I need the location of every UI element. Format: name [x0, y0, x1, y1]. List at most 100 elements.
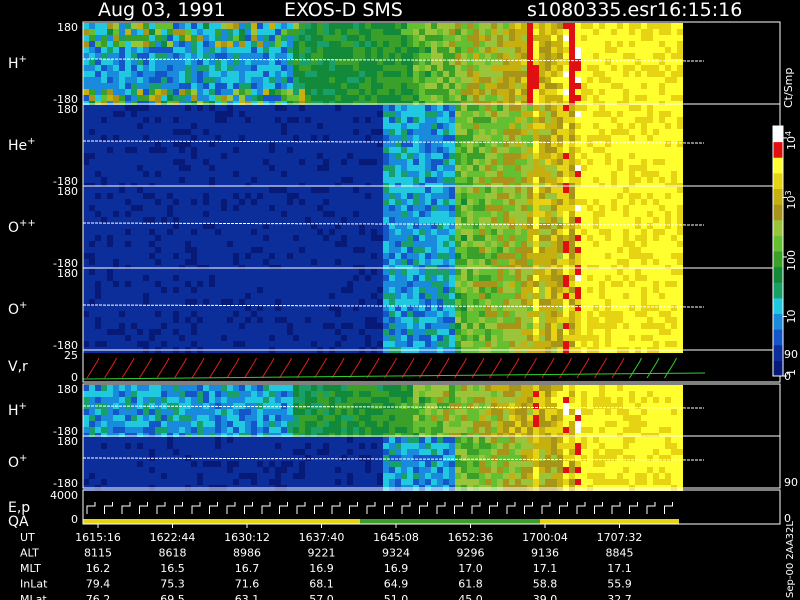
heat-cell — [329, 159, 335, 165]
heat-cell — [179, 141, 185, 147]
heat-cell — [599, 77, 605, 83]
heat-cell — [509, 89, 515, 95]
heat-cell — [593, 229, 599, 235]
heat-cell — [149, 253, 155, 259]
heat-cell — [365, 235, 371, 241]
heat-cell — [275, 129, 281, 135]
heat-cell — [473, 153, 479, 159]
heat-cell — [359, 177, 365, 183]
heat-cell — [515, 165, 521, 171]
heat-cell — [545, 205, 551, 211]
heat-cell — [185, 65, 191, 71]
heat-cell — [107, 171, 113, 177]
heat-cell — [653, 171, 659, 177]
heat-cell — [419, 305, 425, 311]
heat-cell — [227, 117, 233, 123]
heat-cell — [143, 147, 149, 153]
heat-cell — [281, 165, 287, 171]
heat-cell — [377, 287, 383, 293]
heat-cell — [293, 341, 299, 347]
heat-cell — [377, 105, 383, 111]
heat-cell — [587, 199, 593, 205]
heat-cell — [413, 335, 419, 341]
heat-cell — [563, 165, 569, 171]
heat-cell — [317, 311, 323, 317]
heat-cell — [281, 341, 287, 347]
heat-cell — [461, 83, 467, 89]
heat-cell — [557, 247, 563, 253]
heat-cell — [215, 217, 221, 223]
heat-cell — [239, 71, 245, 77]
heat-cell — [167, 89, 173, 95]
heat-cell — [617, 159, 623, 165]
heat-cell — [317, 135, 323, 141]
heat-cell — [281, 187, 287, 193]
heat-cell — [125, 83, 131, 89]
heat-cell — [263, 229, 269, 235]
heat-cell — [593, 165, 599, 171]
heat-cell — [119, 275, 125, 281]
heat-cell — [269, 253, 275, 259]
heat-cell — [155, 141, 161, 147]
heat-cell — [89, 299, 95, 305]
heat-cell — [203, 83, 209, 89]
heat-cell — [107, 187, 113, 193]
heat-cell — [287, 83, 293, 89]
heat-cell — [371, 153, 377, 159]
heat-cell — [233, 259, 239, 265]
heat-cell — [587, 223, 593, 229]
heat-cell — [563, 211, 569, 217]
heat-cell — [119, 53, 125, 59]
heat-cell — [431, 211, 437, 217]
heat-cell — [281, 281, 287, 287]
heat-cell — [479, 193, 485, 199]
heat-cell — [287, 229, 293, 235]
heat-cell — [659, 95, 665, 101]
heat-cell — [161, 95, 167, 101]
heat-cell — [569, 217, 575, 223]
heat-cell — [275, 105, 281, 111]
heat-cell — [659, 241, 665, 247]
heat-cell — [365, 341, 371, 347]
heat-cell — [251, 77, 257, 83]
heat-cell — [533, 129, 539, 135]
heat-cell — [341, 235, 347, 241]
heat-cell — [467, 247, 473, 253]
heat-cell — [551, 135, 557, 141]
heat-cell — [629, 187, 635, 193]
heat-cell — [515, 177, 521, 183]
heat-cell — [527, 259, 533, 265]
heat-cell — [593, 123, 599, 129]
heat-cell — [281, 117, 287, 123]
heat-cell — [497, 53, 503, 59]
heat-cell — [329, 341, 335, 347]
heat-cell — [257, 269, 263, 275]
heat-cell — [245, 177, 251, 183]
heat-cell — [95, 299, 101, 305]
heat-cell — [671, 41, 677, 47]
heat-cell — [191, 287, 197, 293]
heat-cell — [623, 59, 629, 65]
heat-cell — [533, 35, 539, 41]
heat-cell — [509, 235, 515, 241]
heat-cell — [431, 153, 437, 159]
heat-cell — [143, 305, 149, 311]
heat-cell — [95, 281, 101, 287]
heat-cell — [311, 311, 317, 317]
heat-cell — [149, 23, 155, 29]
heat-cell — [587, 141, 593, 147]
heat-cell — [335, 129, 341, 135]
heat-cell — [161, 281, 167, 287]
heat-cell — [371, 187, 377, 193]
heat-cell — [149, 71, 155, 77]
heat-cell — [323, 293, 329, 299]
heat-cell — [287, 281, 293, 287]
heat-cell — [527, 117, 533, 123]
heat-cell — [221, 329, 227, 335]
heat-cell — [137, 247, 143, 253]
heat-cell — [431, 29, 437, 35]
heat-cell — [407, 59, 413, 65]
heat-cell — [461, 123, 467, 129]
heat-cell — [293, 47, 299, 53]
heat-cell — [275, 23, 281, 29]
